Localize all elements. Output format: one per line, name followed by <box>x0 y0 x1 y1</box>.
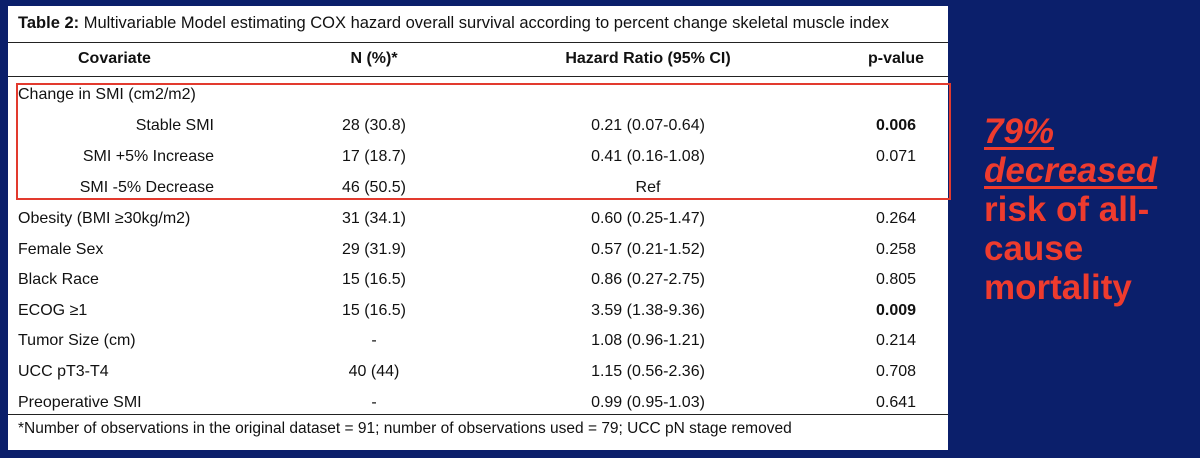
table-title: Table 2: Multivariable Model estimating … <box>18 14 889 33</box>
row-hazard-ratio: Ref <box>635 179 661 196</box>
row-n: 28 (30.8) <box>341 117 407 134</box>
row-covariate: Tumor Size (cm) <box>18 332 136 350</box>
row-n: 15 (16.5) <box>341 271 407 289</box>
row-n: 31 (34.1) <box>341 210 407 227</box>
row-p-value: 0.641 <box>875 393 917 411</box>
row-hazard-ratio: 0.99 (0.95-1.03) <box>591 393 705 411</box>
row-covariate: Stable SMI <box>135 117 214 134</box>
header-covariate: Covariate <box>78 50 151 67</box>
header-n: N (%)* <box>350 50 398 67</box>
row-hazard-ratio: 0.21 (0.07-0.64) <box>591 117 705 134</box>
row-hazard-ratio: 1.08 (0.96-1.21) <box>591 332 705 350</box>
callout-line-2: decreased <box>984 151 1158 190</box>
callout-text: 79% decreased risk of all- cause mortali… <box>984 112 1194 307</box>
callout-line-3: risk of all- <box>984 190 1150 229</box>
row-covariate: Female Sex <box>18 240 104 258</box>
table-title-label: Table 2: <box>18 14 80 32</box>
row-n: 46 (50.5) <box>341 179 407 196</box>
row-hazard-ratio: 3.59 (1.38-9.36) <box>591 301 705 319</box>
row-covariate: SMI -5% Decrease <box>79 179 214 196</box>
callout-line-1: 79% <box>984 112 1055 151</box>
callout-line-4: cause <box>984 229 1084 268</box>
row-p-value: 0.009 <box>875 301 917 319</box>
row-p-value: 0.264 <box>875 210 917 227</box>
header-rule <box>8 76 948 77</box>
row-covariate: UCC pT3-T4 <box>18 363 109 380</box>
row-n: - <box>371 332 377 350</box>
row-covariate: SMI +5% Increase <box>82 148 214 165</box>
row-n: - <box>371 393 377 411</box>
row-hazard-ratio: 1.15 (0.56-2.36) <box>591 363 705 380</box>
row-covariate: Black Race <box>18 271 99 289</box>
row-p-value: 0.071 <box>875 148 917 165</box>
row-n: 17 (18.7) <box>341 148 407 165</box>
row-p-value: 0.214 <box>875 332 917 350</box>
row-n: 15 (16.5) <box>341 301 407 319</box>
header-hazard-ratio: Hazard Ratio (95% CI) <box>565 50 731 67</box>
row-p-value: 0.805 <box>875 271 917 289</box>
row-n: 40 (44) <box>348 363 400 380</box>
highlight-box <box>16 83 951 200</box>
row-p-value: 0.006 <box>875 117 917 134</box>
callout-line-5: mortality <box>984 268 1132 307</box>
footer-rule <box>8 414 948 415</box>
row-hazard-ratio: 0.57 (0.21-1.52) <box>591 240 705 258</box>
row-n: 29 (31.9) <box>341 240 407 258</box>
title-rule <box>8 42 948 43</box>
header-p-value: p-value <box>867 50 924 67</box>
row-hazard-ratio: 0.41 (0.16-1.08) <box>591 148 705 165</box>
group-label: Change in SMI (cm2/m2) <box>18 86 196 103</box>
row-p-value: 0.708 <box>875 363 917 380</box>
row-covariate: ECOG ≥1 <box>18 301 88 319</box>
footnote: *Number of observations in the original … <box>18 420 792 437</box>
row-hazard-ratio: 0.60 (0.25-1.47) <box>591 210 705 227</box>
results-table: Table 2: Multivariable Model estimating … <box>8 6 951 450</box>
row-covariate: Preoperative SMI <box>18 393 142 411</box>
table-title-text: Multivariable Model estimating COX hazar… <box>79 14 889 32</box>
row-hazard-ratio: 0.86 (0.27-2.75) <box>591 271 705 289</box>
row-covariate: Obesity (BMI ≥30kg/m2) <box>18 210 191 227</box>
row-p-value: 0.258 <box>875 240 917 258</box>
